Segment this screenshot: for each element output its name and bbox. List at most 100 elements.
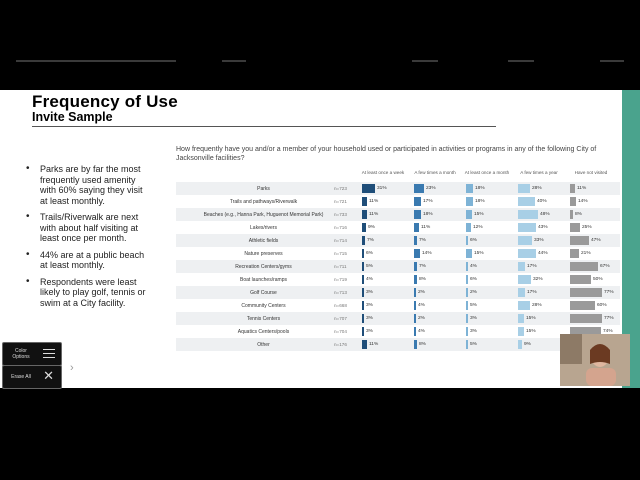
- slide-title: Frequency of Use: [32, 92, 178, 111]
- table-row: Lakes/rivers n=716 9% 11% 12% 43% 25%: [176, 221, 620, 234]
- value-label: 43%: [538, 225, 548, 230]
- top-dash: [16, 60, 176, 62]
- value-bar: [518, 327, 524, 336]
- value-label: 2%: [470, 290, 477, 295]
- value-label: 28%: [532, 186, 542, 191]
- value-label: 6%: [470, 277, 477, 282]
- row-label: Lakes/rivers: [250, 225, 277, 231]
- table-row: Recreation Centers/gyms n=711 5% 7% 4% 17% 67%: [176, 260, 620, 273]
- value-bar: [362, 249, 364, 258]
- value-bar: [518, 210, 538, 219]
- value-bar: [518, 275, 531, 284]
- value-bar: [414, 314, 416, 323]
- value-label: 8%: [419, 342, 426, 347]
- value-label: 60%: [597, 303, 607, 308]
- row-sample-size: n=716: [334, 225, 347, 230]
- value-cell: 50%: [570, 275, 616, 284]
- value-bar: [362, 184, 375, 193]
- value-cell: 77%: [570, 314, 616, 323]
- bullet-item: Respondents were least likely to play go…: [24, 277, 152, 309]
- value-bar: [570, 210, 573, 219]
- value-cell: 18%: [466, 197, 512, 206]
- row-sample-size: n=714: [334, 238, 347, 243]
- value-bar: [414, 327, 416, 336]
- presentation-slide: Frequency of Use Invite Sample Parks are…: [0, 90, 640, 388]
- row-sample-size: n=723: [334, 186, 347, 191]
- value-bar: [570, 249, 579, 258]
- value-cell: 31%: [362, 184, 408, 193]
- value-bar: [466, 197, 473, 206]
- value-cell: 4%: [414, 327, 460, 336]
- value-bar: [518, 249, 536, 258]
- row-label: Parks: [257, 186, 270, 192]
- row-sample-size: n=719: [334, 277, 347, 282]
- value-label: 23%: [426, 186, 436, 191]
- value-bar: [518, 197, 535, 206]
- bullet-item: 44% are at a public beach at least month…: [24, 250, 152, 271]
- webcam-video: [560, 334, 630, 386]
- column-header: A few times a month: [414, 170, 456, 175]
- value-bar: [362, 210, 367, 219]
- value-cell: 17%: [518, 288, 564, 297]
- value-bar: [362, 223, 366, 232]
- column-header: Have not visited: [574, 170, 608, 175]
- value-cell: 44%: [518, 249, 564, 258]
- row-sample-size: n=713: [334, 290, 347, 295]
- value-cell: 5%: [466, 340, 512, 349]
- value-cell: 3%: [362, 288, 408, 297]
- value-cell: 4%: [414, 301, 460, 310]
- value-cell: 5%: [466, 301, 512, 310]
- value-bar: [362, 314, 364, 323]
- value-label: 77%: [604, 316, 614, 321]
- erase-all-button[interactable]: Erase All ✕: [2, 365, 62, 389]
- value-label: 5%: [470, 303, 477, 308]
- value-label: 77%: [604, 290, 614, 295]
- value-label: 14%: [578, 199, 588, 204]
- column-header: At least once a week: [361, 170, 405, 175]
- value-label: 48%: [540, 212, 550, 217]
- value-cell: 15%: [466, 210, 512, 219]
- value-label: 2%: [418, 316, 425, 321]
- table-row: Tennis Centers n=707 3% 2% 3% 15% 77%: [176, 312, 620, 325]
- value-cell: 40%: [518, 197, 564, 206]
- survey-question: How frequently have you and/or a member …: [176, 146, 597, 162]
- value-label: 9%: [368, 225, 375, 230]
- color-options-button[interactable]: Color Options: [2, 342, 62, 366]
- row-sample-size: n=704: [334, 329, 347, 334]
- value-cell: 17%: [518, 262, 564, 271]
- chevron-right-icon[interactable]: ›: [70, 362, 74, 374]
- value-label: 3%: [366, 290, 373, 295]
- value-bar: [518, 236, 532, 245]
- value-label: 9%: [524, 342, 531, 347]
- value-cell: 6%: [466, 236, 512, 245]
- value-bar: [414, 275, 417, 284]
- value-cell: 33%: [518, 236, 564, 245]
- value-label: 3%: [366, 303, 373, 308]
- value-cell: 2%: [414, 288, 460, 297]
- value-label: 3%: [366, 329, 373, 334]
- value-bar: [570, 301, 595, 310]
- bullet-item: Parks are by far the most frequently use…: [24, 164, 152, 206]
- value-cell: 15%: [466, 249, 512, 258]
- value-cell: 25%: [570, 223, 616, 232]
- value-cell: 14%: [414, 249, 460, 258]
- value-bar: [414, 288, 416, 297]
- value-bar: [362, 340, 367, 349]
- value-label: 11%: [421, 225, 431, 230]
- value-cell: 8%: [570, 210, 616, 219]
- row-sample-size: n=721: [334, 199, 347, 204]
- table-row: Beaches (e.g., Hanna Park, Huguenot Memo…: [176, 208, 620, 221]
- erase-all-label: Erase All: [11, 374, 31, 380]
- value-bar: [518, 301, 530, 310]
- value-cell: 5%: [362, 262, 408, 271]
- top-dash: [412, 60, 438, 62]
- value-label: 40%: [537, 199, 547, 204]
- value-bar: [414, 301, 416, 310]
- value-cell: 8%: [414, 340, 460, 349]
- value-bar: [466, 236, 468, 245]
- row-sample-size: n=668: [334, 303, 347, 308]
- value-cell: 4%: [362, 275, 408, 284]
- value-label: 28%: [532, 303, 542, 308]
- row-sample-size: n=711: [334, 264, 347, 269]
- value-cell: 12%: [466, 223, 512, 232]
